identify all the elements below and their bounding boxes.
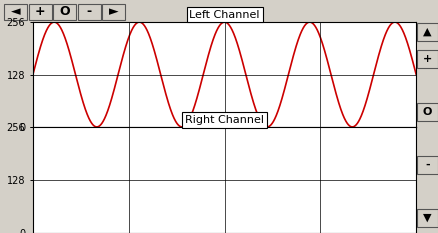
FancyBboxPatch shape xyxy=(417,23,437,41)
Text: ►: ► xyxy=(109,5,118,18)
Text: ◄: ◄ xyxy=(11,5,21,18)
FancyBboxPatch shape xyxy=(4,4,27,20)
Text: O: O xyxy=(422,107,431,117)
Title: Right Channel: Right Channel xyxy=(185,115,263,125)
FancyBboxPatch shape xyxy=(417,103,437,121)
Text: +: + xyxy=(422,54,431,64)
FancyBboxPatch shape xyxy=(417,156,437,174)
Text: O: O xyxy=(59,5,70,18)
FancyBboxPatch shape xyxy=(102,4,125,20)
Text: ▼: ▼ xyxy=(422,213,431,223)
Text: ▲: ▲ xyxy=(422,27,431,37)
FancyBboxPatch shape xyxy=(417,50,437,68)
Text: +: + xyxy=(35,5,46,18)
FancyBboxPatch shape xyxy=(53,4,76,20)
FancyBboxPatch shape xyxy=(28,4,52,20)
Text: -: - xyxy=(424,160,429,170)
Title: Left Channel: Left Channel xyxy=(189,10,259,20)
FancyBboxPatch shape xyxy=(78,4,100,20)
FancyBboxPatch shape xyxy=(417,209,437,227)
Text: -: - xyxy=(87,5,92,18)
